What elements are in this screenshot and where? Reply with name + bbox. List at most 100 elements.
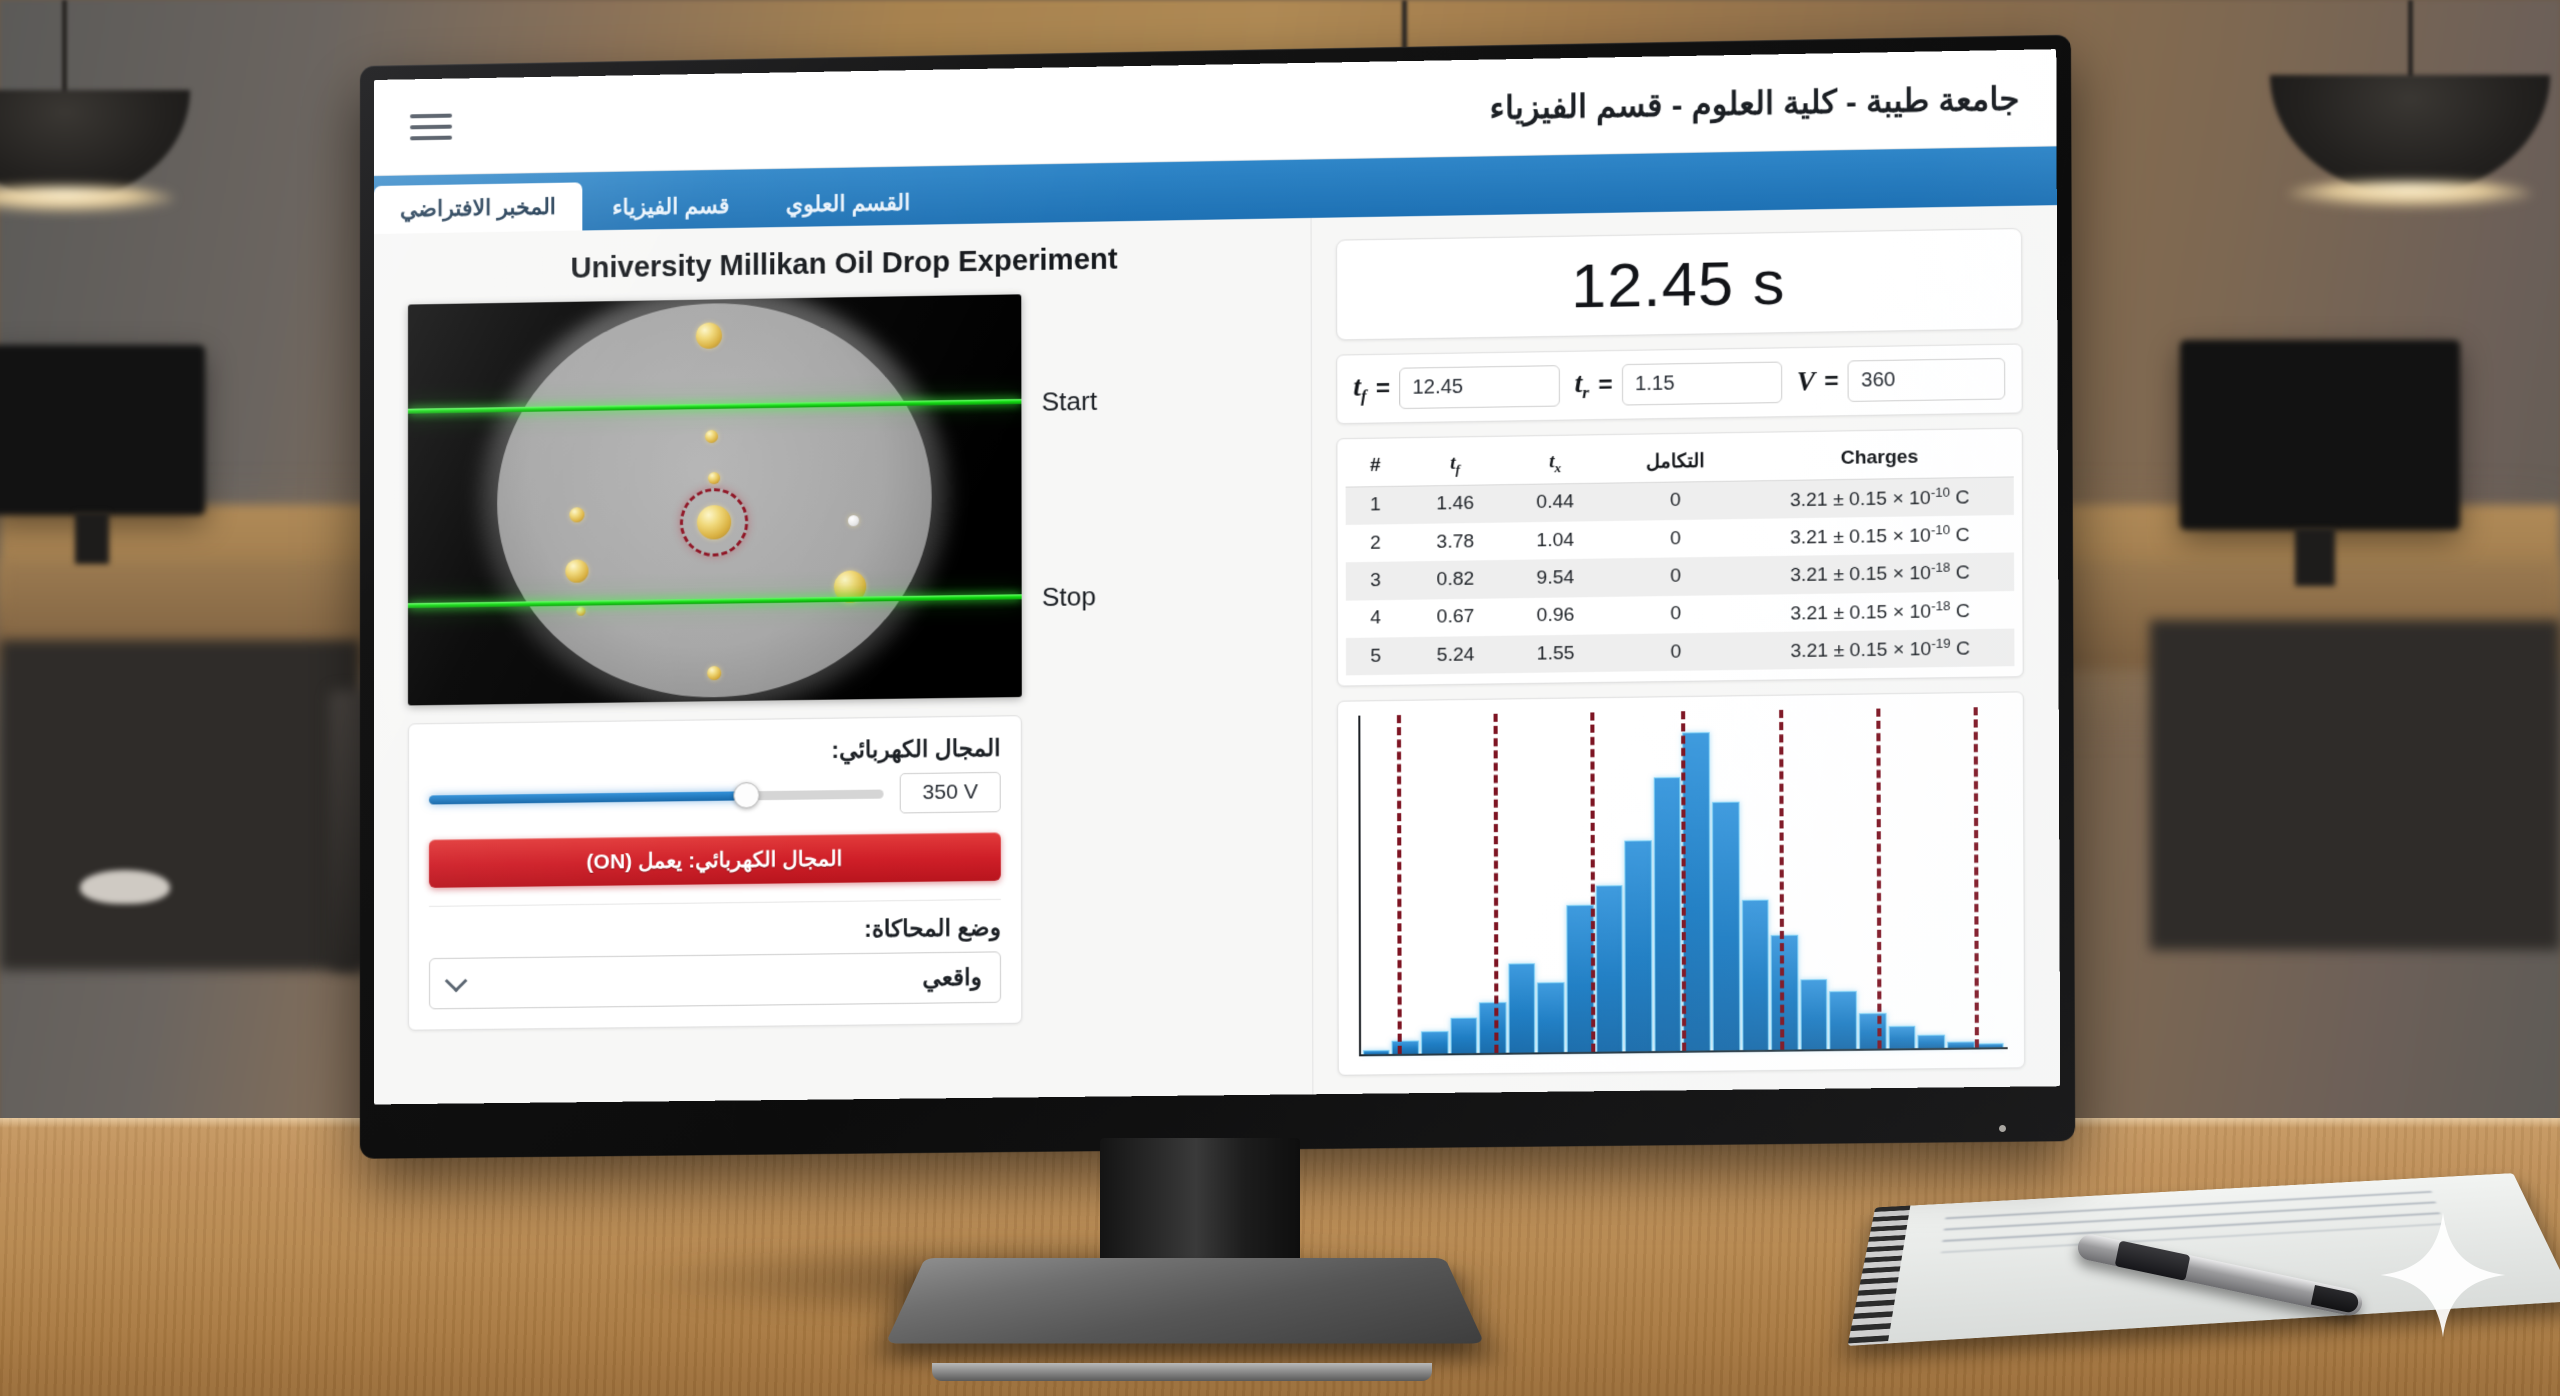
histogram-bar	[1362, 1049, 1390, 1055]
timer-card: 12.45 s	[1335, 227, 2023, 341]
hamburger-menu-icon[interactable]	[410, 113, 453, 140]
voltage-slider[interactable]	[429, 782, 884, 809]
cell-tx: 9.54	[1536, 567, 1575, 589]
histogram-bar	[1741, 899, 1770, 1051]
histogram-plot	[1358, 707, 2008, 1057]
chamber-row: Start Stop	[407, 290, 1283, 706]
param-v-input[interactable]: 360	[1847, 357, 2006, 402]
tab-physics-department[interactable]: قسم الفيزياء	[612, 192, 730, 220]
quantization-line	[1493, 714, 1499, 1053]
cell-tf: 1.46	[1436, 493, 1475, 515]
cell-integral: 0	[1669, 490, 1681, 512]
oil-droplet	[576, 606, 586, 616]
oil-drop-chamber-view[interactable]	[407, 294, 1022, 706]
background-monitor	[0, 345, 205, 515]
histogram-bar	[1653, 776, 1682, 1052]
simulation-mode-value: واقعي	[922, 963, 982, 991]
voltage-slider-thumb[interactable]	[733, 782, 760, 809]
param-tr-symbol: tr	[1574, 367, 1590, 403]
cell-index: 2	[1369, 532, 1381, 554]
hamburger-line	[410, 135, 453, 140]
background-monitor	[2180, 340, 2460, 530]
histogram-bar	[1624, 840, 1653, 1052]
param-tf-input[interactable]: 12.45	[1399, 365, 1561, 410]
monitor-neck	[1100, 1138, 1300, 1278]
measurements-table-card: # tf tx التكامل Charges 1 1.46 0.44 0 3.21 ±…	[1336, 427, 2024, 688]
param-v-equals: =	[1824, 367, 1839, 395]
cell-charge: 3.21 ± 0.15 × 10-10 C	[1789, 522, 1970, 550]
param-tr-input[interactable]: 1.15	[1621, 361, 1783, 406]
tab-upper-section[interactable]: القسم العلوي	[785, 189, 911, 217]
histogram-bar	[1858, 1013, 1887, 1049]
right-panel: 12.45 s tf = 12.45 tr = 1.15	[1311, 205, 2060, 1094]
param-v: V = 360	[1796, 357, 2006, 403]
table-row[interactable]: 5 5.24 1.55 0 3.21 ± 0.15 × 10-19 C	[1345, 628, 2015, 676]
histogram-bar	[1479, 1001, 1507, 1053]
histogram-bar	[1976, 1043, 2004, 1048]
histogram-bar	[1770, 934, 1799, 1050]
table-body: 1 1.46 0.44 0 3.21 ± 0.15 × 10-10 C 2 3.78 1.04…	[1345, 476, 2015, 676]
application-window: جامعة طيبة - كلية العلوم - قسم الفيزياء …	[373, 49, 2061, 1105]
col-tf: tf	[1405, 444, 1506, 486]
pendant-lamp-rod	[62, 0, 67, 95]
param-tf: tf = 12.45	[1353, 365, 1561, 410]
cell-integral: 0	[1670, 641, 1682, 663]
histogram-bar	[1566, 905, 1594, 1053]
param-tf-equals: =	[1375, 374, 1391, 402]
param-tf-symbol: tf	[1353, 371, 1367, 406]
background-panel	[0, 640, 360, 970]
col-tx: tx	[1505, 443, 1606, 485]
y-axis	[1358, 716, 1361, 1057]
parameters-card: tf = 12.45 tr = 1.15 V = 360	[1335, 343, 2023, 425]
simulation-mode-select[interactable]: واقعي	[429, 951, 1002, 1010]
electric-field-toggle-button[interactable]: المجال الكهربائي: يعمل (ON)	[429, 832, 1001, 888]
histogram-bar	[1888, 1025, 1916, 1049]
pendant-lamp-rod	[2408, 0, 2413, 78]
simulation-mode-label: وضع المحاكاة:	[864, 914, 1001, 942]
cell-charge: 3.21 ± 0.15 × 10-10 C	[1789, 484, 1970, 512]
page-title: جامعة طيبة - كلية العلوم - قسم الفيزياء	[1489, 79, 2020, 126]
param-tr: tr = 1.15	[1574, 361, 1783, 407]
electric-field-label: المجال الكهربائي:	[831, 734, 1001, 764]
cell-tf: 5.24	[1436, 644, 1475, 666]
cell-charge: 3.21 ± 0.15 × 10-18 C	[1790, 559, 1970, 587]
cell-tx: 1.04	[1536, 529, 1575, 552]
histogram-bar	[1682, 731, 1711, 1051]
cell-tf: 0.67	[1436, 606, 1475, 629]
histogram-bar	[1450, 1017, 1478, 1054]
histogram-bar	[1537, 981, 1565, 1053]
col-index: #	[1345, 446, 1406, 487]
workspace: University Millikan Oil Drop Experiment	[373, 205, 2061, 1105]
measurements-table: # tf tx التكامل Charges 1 1.46 0.44 0 3.21 ±…	[1345, 436, 2015, 676]
cell-integral: 0	[1670, 565, 1682, 587]
left-panel: University Millikan Oil Drop Experiment	[373, 217, 1314, 1105]
timer-value: 12.45 s	[1570, 247, 1786, 322]
cell-tf: 0.82	[1436, 568, 1475, 591]
cell-index: 5	[1370, 645, 1382, 667]
stop-line-label: Stop	[1041, 581, 1097, 613]
voltage-slider-row: 350 V	[429, 771, 1001, 820]
pendant-lamp-rod	[1402, 0, 1407, 62]
cell-index: 1	[1369, 494, 1381, 516]
charge-histogram-card[interactable]	[1336, 691, 2026, 1076]
tab-virtual-lab[interactable]: المخبر الافتراضي	[373, 182, 583, 235]
hamburger-line	[410, 124, 453, 129]
sparkle-watermark	[2380, 1212, 2506, 1338]
histogram-bar	[1829, 991, 1858, 1050]
quantization-line	[1396, 715, 1402, 1054]
cell-integral: 0	[1670, 527, 1681, 550]
chevron-down-icon	[444, 969, 468, 992]
cell-charge: 3.21 ± 0.15 × 10-18 C	[1790, 597, 1970, 625]
histogram-bar	[1917, 1035, 1946, 1049]
histogram-bar	[1391, 1040, 1419, 1054]
voltage-value-display: 350 V	[899, 771, 1001, 814]
cell-tx: 0.44	[1536, 491, 1575, 514]
histogram-bar	[1420, 1031, 1449, 1054]
computer-monitor: جامعة طيبة - كلية العلوم - قسم الفيزياء …	[359, 34, 2076, 1381]
monitor-base	[885, 1258, 1485, 1344]
line-labels: Start Stop	[1035, 292, 1147, 697]
background-monitor-stand	[75, 512, 109, 564]
cell-charge: 3.21 ± 0.15 × 10-19 C	[1790, 635, 1971, 663]
background-mouse	[80, 870, 170, 904]
param-v-symbol: V	[1796, 366, 1816, 397]
